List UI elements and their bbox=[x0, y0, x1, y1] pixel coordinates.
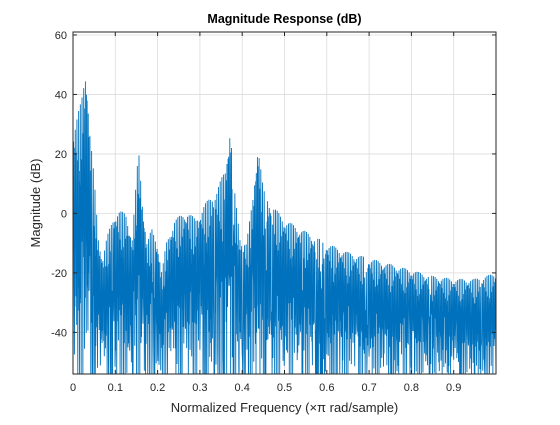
y-tick-label: 20 bbox=[55, 149, 67, 161]
tick-labels: 0 0.1 0.2 0.3 0.4 0.5 0.6 0.7 0.8 0.9 -40 -20 0 20 40 6… bbox=[51, 30, 461, 394]
y-tick-label: -20 bbox=[51, 268, 67, 280]
y-tick-label: 60 bbox=[55, 30, 67, 42]
y-tick-label: 40 bbox=[55, 89, 67, 101]
x-tick-label: 0.7 bbox=[361, 382, 376, 394]
x-tick-label: 0.3 bbox=[192, 382, 207, 394]
series-layer bbox=[73, 81, 496, 374]
chart-title: Magnitude Response (dB) bbox=[207, 12, 361, 26]
x-tick-label: 0.9 bbox=[446, 382, 461, 394]
x-tick-label: 0.1 bbox=[108, 382, 123, 394]
x-tick-label: 0.8 bbox=[404, 382, 419, 394]
y-tick-label: -40 bbox=[51, 327, 67, 339]
x-tick-label: 0.2 bbox=[150, 382, 165, 394]
x-tick-label: 0 bbox=[70, 382, 76, 394]
y-axis-label: Magnitude (dB) bbox=[28, 159, 43, 248]
x-tick-label: 0.5 bbox=[277, 382, 292, 394]
x-axis-label: Normalized Frequency (×π rad/sample) bbox=[171, 400, 399, 415]
axes bbox=[72, 31, 497, 375]
magnitude-response-line bbox=[73, 81, 496, 374]
x-tick-label: 0.6 bbox=[319, 382, 334, 394]
x-tick-label: 0.4 bbox=[235, 382, 250, 394]
y-tick-label: 0 bbox=[61, 208, 67, 220]
